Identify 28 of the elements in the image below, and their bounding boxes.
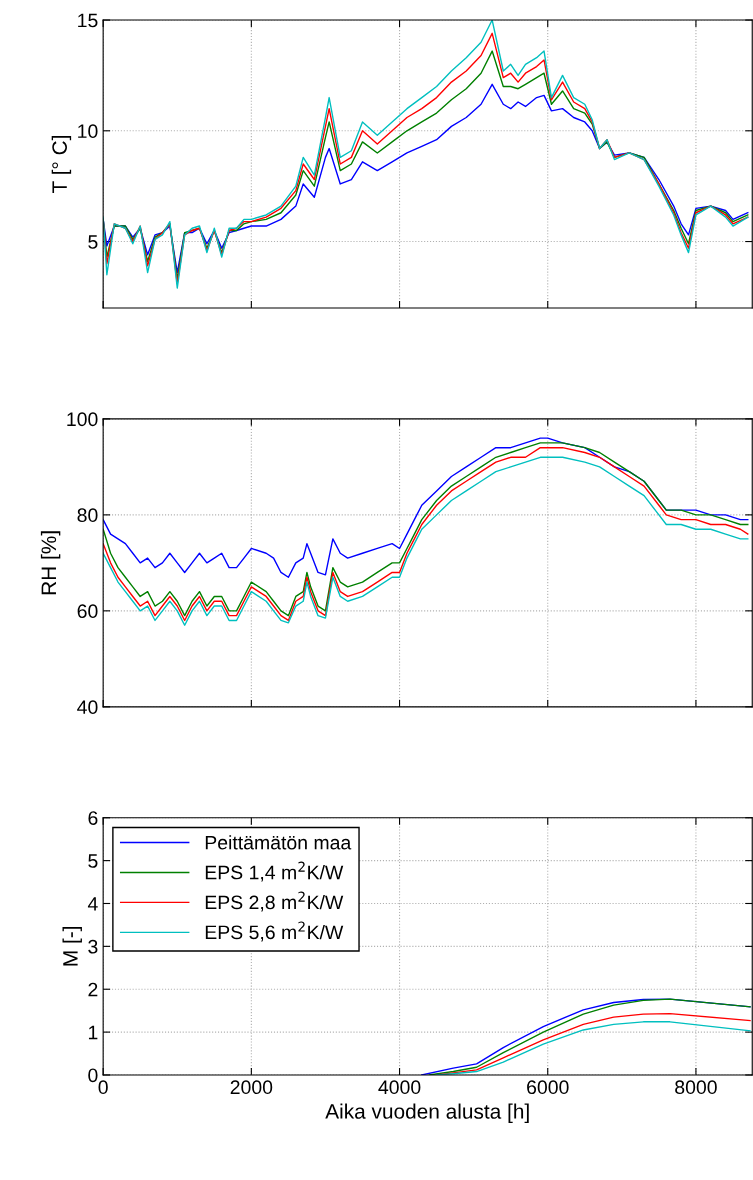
y-tick-label: 6 bbox=[88, 811, 98, 825]
y-tick-label: 0 bbox=[88, 1068, 98, 1083]
legend-label: EPS 2,8 m$^{2}$K/W bbox=[205, 891, 344, 912]
y-tick-label: 2 bbox=[88, 982, 98, 997]
legend-label: EPS 5,6 m$^{2}$K/W bbox=[205, 921, 344, 942]
y-tick-label: 40 bbox=[77, 700, 98, 715]
y-tick-label: 5 bbox=[88, 854, 98, 868]
y-tick-label: 60 bbox=[77, 604, 98, 619]
y-tick-label: 10 bbox=[78, 124, 98, 139]
y-tick-label: 15 bbox=[78, 13, 98, 28]
x-tick-label: 2000 bbox=[230, 1080, 273, 1095]
y-tick-label: 80 bbox=[77, 508, 98, 523]
x-tick-label: 6000 bbox=[527, 1080, 569, 1095]
y-axis-title: T [° C] bbox=[51, 136, 72, 193]
y-tick-label: 5 bbox=[88, 235, 98, 249]
legend-label: Peittämätön maa bbox=[205, 835, 352, 850]
y-tick-label: 4 bbox=[87, 897, 98, 911]
x-tick-label: 0 bbox=[98, 1080, 108, 1095]
line-series bbox=[103, 83, 749, 274]
x-tick-label: 4000 bbox=[378, 1080, 421, 1095]
y-axis-title: M [-] bbox=[62, 927, 82, 966]
y-tick-label: 1 bbox=[88, 1025, 98, 1040]
legend-label: EPS 1,4 m$^{2}$K/W bbox=[205, 861, 344, 882]
x-axis-title: Aika vuoden alusta [h] bbox=[325, 1103, 529, 1123]
y-tick-label: 3 bbox=[88, 939, 98, 954]
y-tick-label: 100 bbox=[67, 412, 98, 427]
y-axis-title: RH [%] bbox=[40, 531, 61, 595]
x-tick-label: 8000 bbox=[675, 1080, 717, 1095]
